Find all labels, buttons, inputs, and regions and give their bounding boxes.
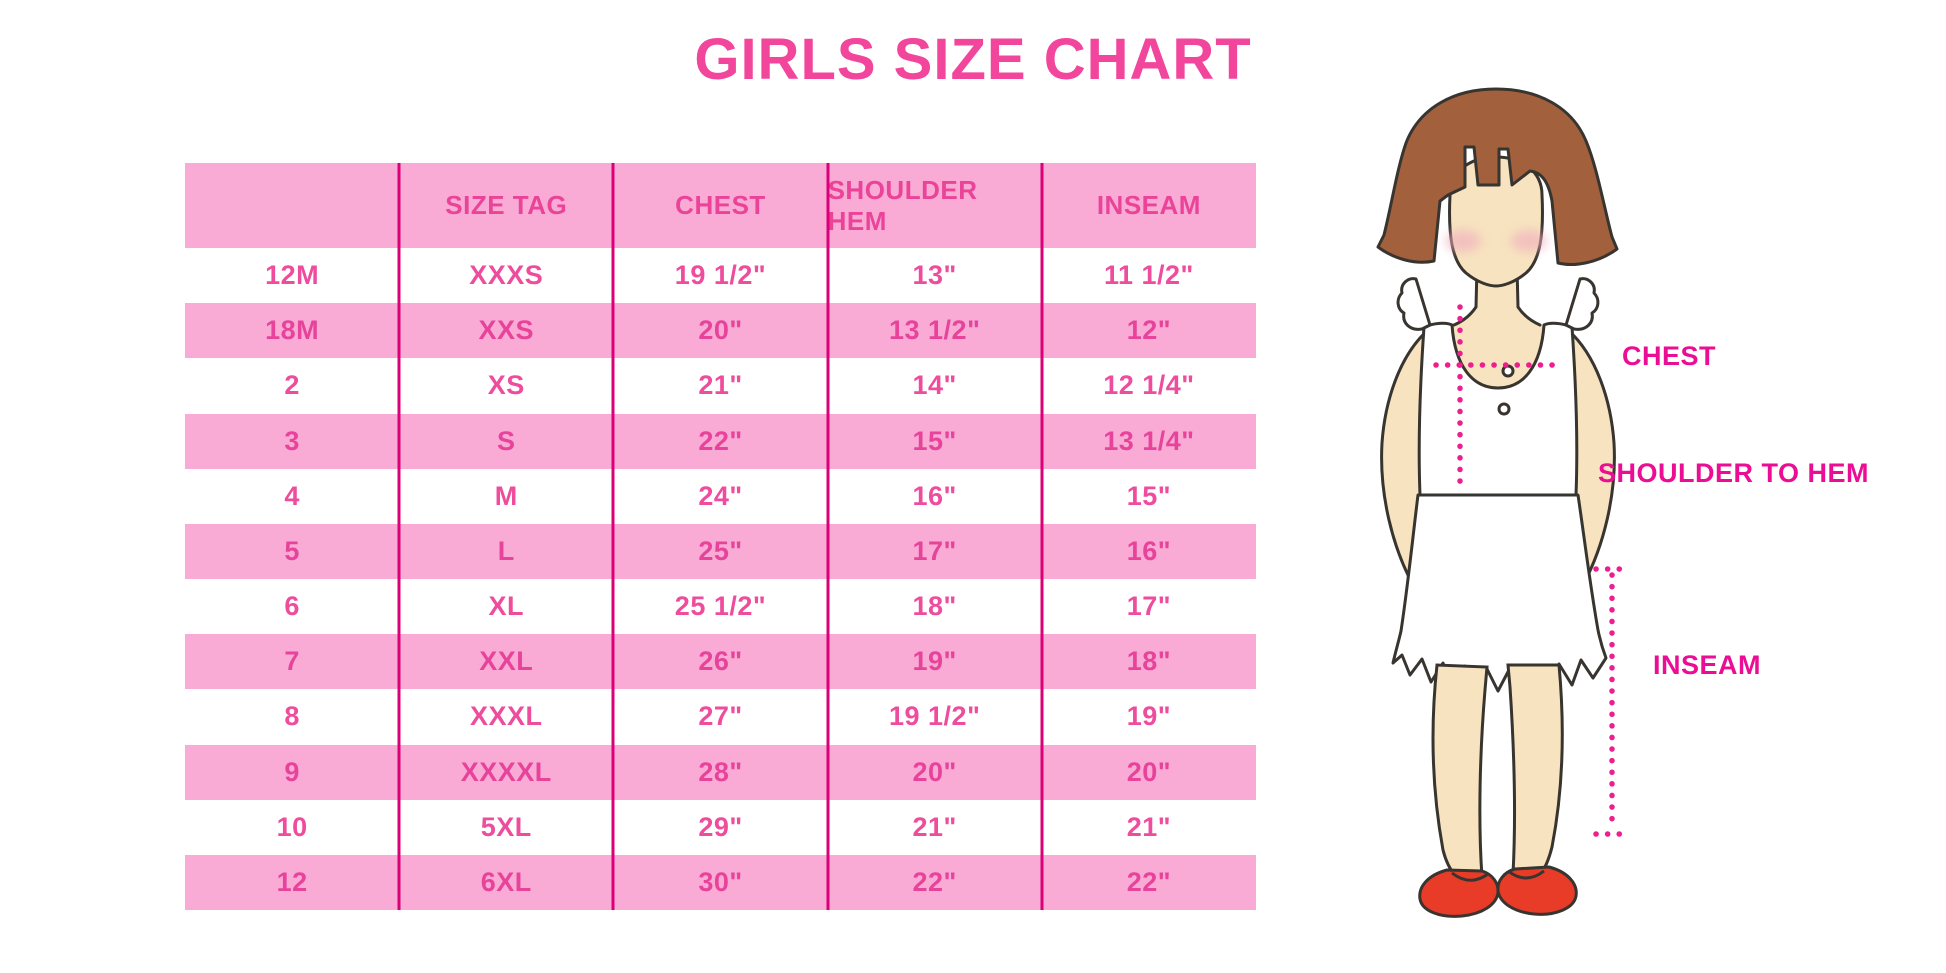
header-cell	[185, 163, 400, 248]
table-cell: 28"	[613, 744, 828, 800]
column-divider	[397, 163, 401, 910]
header-cell: INSEAM	[1041, 163, 1256, 248]
table-cell: 22"	[613, 413, 828, 469]
neck-chest	[1448, 265, 1548, 393]
inseam-label: INSEAM	[1653, 650, 1762, 680]
girl-illustration	[1300, 75, 1940, 965]
table-cell: 22"	[827, 854, 1042, 910]
table-cell: 29"	[613, 799, 828, 855]
legs	[1431, 663, 1564, 879]
table-cell: 8	[185, 689, 400, 745]
table-cell: XS	[399, 358, 614, 414]
table-cell: 14"	[827, 358, 1042, 414]
table-cell: 15"	[1041, 468, 1256, 524]
table-cell: 9	[185, 744, 400, 800]
table-cell: 19"	[827, 634, 1042, 690]
table-cell: S	[399, 413, 614, 469]
table-cell: 21"	[1041, 799, 1256, 855]
table-cell: 30"	[613, 854, 828, 910]
table-cell: 17"	[827, 523, 1042, 579]
measurement-lines	[1433, 304, 1633, 837]
table-cell: 18"	[1041, 634, 1256, 690]
table-cell: 6XL	[399, 854, 614, 910]
table-cell: 7	[185, 634, 400, 690]
table-cell: 25 1/2"	[613, 579, 828, 635]
table-cell: 18M	[185, 303, 400, 359]
table-cell: XXS	[399, 303, 614, 359]
table-cell: 24"	[613, 468, 828, 524]
table-cell: 20"	[827, 744, 1042, 800]
table-cell: 17"	[1041, 579, 1256, 635]
table-cell: 12M	[185, 248, 400, 304]
page-title: GIRLS SIZE CHART	[694, 27, 1252, 92]
table-cell: 3	[185, 413, 400, 469]
table-cell: 12 1/4"	[1041, 358, 1256, 414]
table-cell: 20"	[613, 303, 828, 359]
header-cell: SIZE TAG	[399, 163, 614, 248]
table-cell: 16"	[827, 468, 1042, 524]
table-cell: 11 1/2"	[1041, 248, 1256, 304]
table-cell: 2	[185, 358, 400, 414]
table-cell: 6	[185, 579, 400, 635]
size-chart-table: SIZE TAG CHEST SHOULDER HEM INSEAM 12M XXXS 19…	[185, 163, 1256, 910]
table-cell: 25"	[613, 523, 828, 579]
table-cell: 20"	[1041, 744, 1256, 800]
hair	[1376, 87, 1619, 266]
ruffle-skirt	[1391, 493, 1608, 693]
blush	[1445, 230, 1547, 252]
table-cell: 21"	[613, 358, 828, 414]
table-cell: 13"	[827, 248, 1042, 304]
table-cell: 5XL	[399, 799, 614, 855]
shoes	[1418, 865, 1578, 918]
table-cell: 22"	[1041, 854, 1256, 910]
table-cell: L	[399, 523, 614, 579]
table-cell: 18"	[827, 579, 1042, 635]
table-cell: 21"	[827, 799, 1042, 855]
header-cell: SHOULDER HEM	[827, 163, 1042, 248]
column-divider	[1040, 163, 1044, 910]
table-cell: XXL	[399, 634, 614, 690]
table-cell: M	[399, 468, 614, 524]
shoulder-to-hem-label: SHOULDER TO HEM	[1598, 458, 1870, 488]
table-cell: 26"	[613, 634, 828, 690]
table-cell: 19 1/2"	[613, 248, 828, 304]
neck-outline	[1452, 265, 1542, 327]
table-cell: XXXXL	[399, 744, 614, 800]
chest-label: CHEST	[1622, 341, 1717, 371]
table-cell: 4	[185, 468, 400, 524]
table-cell: 12	[185, 854, 400, 910]
table-cell: 19"	[1041, 689, 1256, 745]
column-divider	[826, 163, 830, 910]
table-cell: 10	[185, 799, 400, 855]
column-divider	[611, 163, 615, 910]
table-cell: 12"	[1041, 303, 1256, 359]
table-cell: 13 1/2"	[827, 303, 1042, 359]
table-cell: 19 1/2"	[827, 689, 1042, 745]
header-cell: CHEST	[613, 163, 828, 248]
table-cell: 15"	[827, 413, 1042, 469]
shoulder-ruffles	[1396, 277, 1600, 331]
table-cell: 13 1/4"	[1041, 413, 1256, 469]
table-cell: XL	[399, 579, 614, 635]
table-cell: 16"	[1041, 523, 1256, 579]
table-cell: 5	[185, 523, 400, 579]
table-cell: XXXL	[399, 689, 614, 745]
table-cell: XXXS	[399, 248, 614, 304]
table-cell: 27"	[613, 689, 828, 745]
